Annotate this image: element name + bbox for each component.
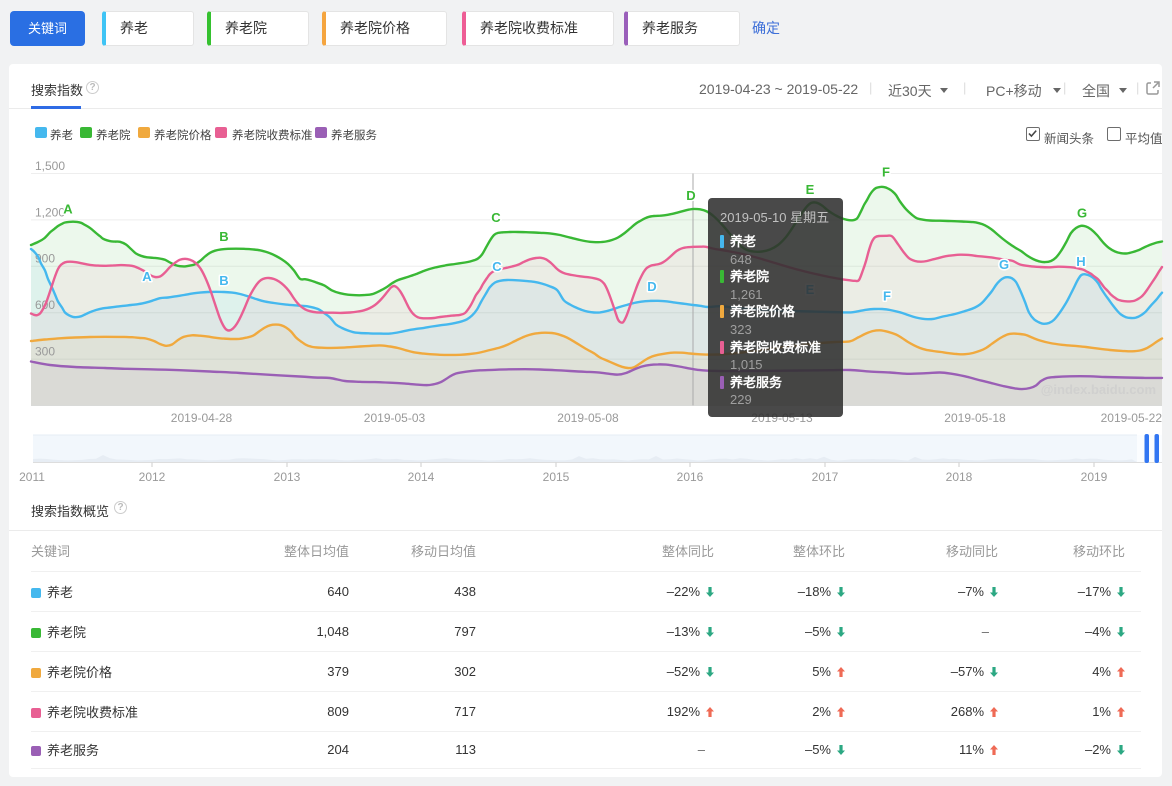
svg-text:2019-05-08: 2019-05-08 [557,411,619,425]
svg-text:G: G [1077,206,1087,221]
svg-text:2019-05-22: 2019-05-22 [1101,411,1163,425]
svg-text:2019-05-18: 2019-05-18 [944,411,1006,425]
svg-text:F: F [882,165,890,180]
svg-text:300: 300 [35,345,55,359]
svg-text:2016: 2016 [677,470,704,484]
svg-text:2015: 2015 [543,470,570,484]
svg-text:A: A [142,269,152,284]
svg-text:@index.baidu.com: @index.baidu.com [1041,382,1156,397]
svg-text:2014: 2014 [408,470,435,484]
svg-text:C: C [492,259,502,274]
svg-text:B: B [219,273,228,288]
svg-text:B: B [219,229,228,244]
svg-text:A: A [63,202,73,217]
svg-text:G: G [999,257,1009,272]
svg-text:C: C [491,210,501,225]
svg-text:2018: 2018 [946,470,973,484]
svg-text:D: D [647,279,656,294]
svg-text:H: H [1076,254,1085,269]
svg-text:D: D [686,188,695,203]
svg-text:2013: 2013 [274,470,301,484]
svg-text:1,500: 1,500 [35,159,65,173]
svg-text:2012: 2012 [139,470,166,484]
svg-text:F: F [883,289,891,304]
svg-text:2019-05-03: 2019-05-03 [364,411,426,425]
svg-text:E: E [806,182,815,197]
svg-text:1,200: 1,200 [35,205,65,219]
svg-text:2019-04-28: 2019-04-28 [171,411,233,425]
svg-text:2017: 2017 [812,470,839,484]
svg-text:2011: 2011 [19,470,45,484]
svg-text:2019: 2019 [1081,470,1108,484]
